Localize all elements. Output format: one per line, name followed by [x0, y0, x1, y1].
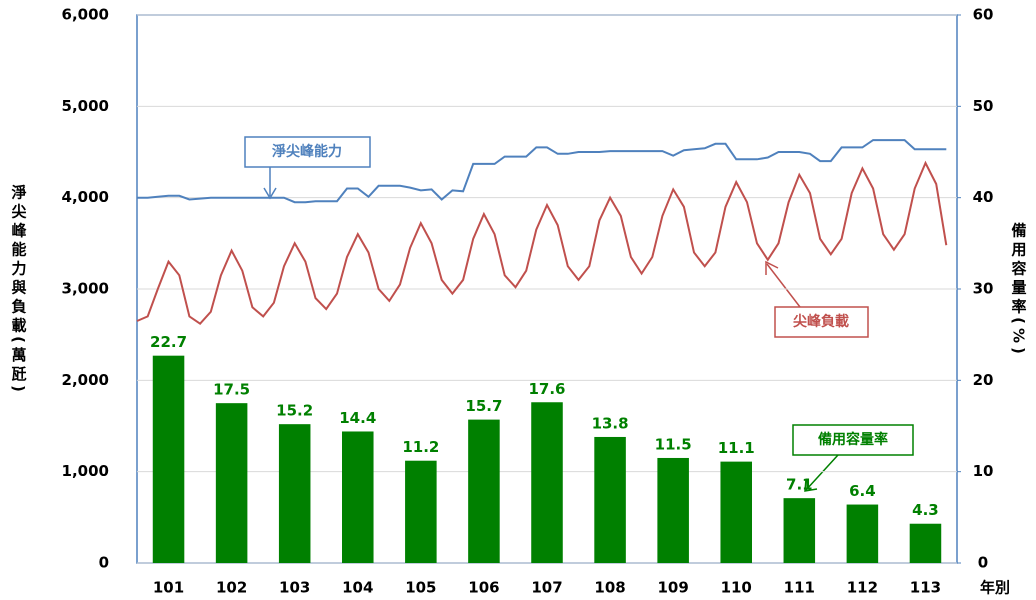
- bar-value-label: 4.3: [912, 501, 939, 519]
- bar-value-label: 22.7: [150, 333, 187, 351]
- annotation-box: [244, 136, 371, 168]
- x-tick-label: 112: [847, 579, 878, 597]
- bar: [846, 504, 879, 563]
- y2-tick-label: 10: [973, 462, 994, 480]
- bar-value-label: 15.2: [276, 402, 313, 420]
- series-annotation: 尖峰負載: [793, 313, 849, 330]
- annotation-arrow: [805, 454, 839, 491]
- y-tick-label: 1,000: [62, 462, 109, 480]
- x-axis-label: 年別: [980, 579, 1010, 597]
- y2-axis-label: 備用容量率(%): [1010, 221, 1028, 358]
- x-tick-label: 103: [279, 579, 310, 597]
- bar: [405, 460, 437, 563]
- x-tick-label: 113: [910, 579, 941, 597]
- bar: [657, 457, 689, 563]
- bar-value-label: 7.1: [786, 476, 813, 494]
- y-tick-label: 4,000: [62, 188, 109, 206]
- bar-value-label: 17.5: [213, 381, 250, 399]
- bar: [278, 424, 311, 563]
- series-annotation: 備用容量率: [818, 431, 888, 448]
- bar-value-label: 11.5: [655, 435, 692, 453]
- bar: [531, 402, 563, 563]
- bar: [783, 498, 816, 563]
- x-tick-label: 109: [657, 579, 688, 597]
- annotation-arrow: [766, 263, 801, 308]
- y-tick-label: 3,000: [62, 280, 109, 298]
- y-tick-label: 6,000: [62, 6, 109, 24]
- x-tick-label: 105: [405, 579, 436, 597]
- annotation-box: [792, 424, 914, 456]
- y2-tick-label: 20: [973, 371, 994, 389]
- bar-value-label: 11.2: [402, 438, 439, 456]
- y-axis-label: 淨尖峰能力與負載(萬瓩): [10, 183, 28, 396]
- bar: [152, 355, 185, 563]
- bar: [909, 523, 942, 563]
- line: [136, 160, 948, 326]
- x-tick-label: 107: [531, 579, 562, 597]
- bar: [594, 436, 626, 563]
- arrow-head: [765, 260, 779, 275]
- y-tick-label: 2,000: [62, 371, 109, 389]
- x-tick-label: 108: [594, 579, 625, 597]
- annotation-box: [774, 306, 869, 338]
- bar: [342, 431, 374, 563]
- bar-value-label: 15.7: [465, 397, 502, 415]
- bar-value-label: 17.6: [528, 380, 565, 398]
- x-tick-label: 106: [468, 579, 499, 597]
- y2-tick-label: 60: [973, 6, 994, 24]
- bar-value-label: 11.1: [718, 439, 755, 457]
- bar-value-label: 14.4: [339, 409, 376, 427]
- arrow-head: [804, 478, 818, 492]
- y2-tick-label: 0: [978, 554, 988, 572]
- y2-tick-label: 50: [973, 97, 994, 115]
- bar-value-label: 13.8: [592, 414, 629, 432]
- y2-tick-label: 30: [973, 280, 994, 298]
- x-tick-label: 101: [153, 579, 184, 597]
- x-tick-label: 104: [342, 579, 373, 597]
- bar-value-label: 6.4: [849, 482, 876, 500]
- line: [137, 139, 947, 204]
- x-tick-label: 110: [721, 579, 752, 597]
- x-tick-label: 111: [784, 579, 815, 597]
- series-annotation: 淨尖峰能力: [272, 143, 342, 160]
- x-tick-label: 102: [216, 579, 247, 597]
- bar: [215, 403, 248, 563]
- y-tick-label: 5,000: [62, 97, 109, 115]
- y-tick-label: 0: [99, 554, 109, 572]
- bar: [720, 461, 752, 563]
- bar: [468, 419, 500, 563]
- y2-tick-label: 40: [973, 188, 994, 206]
